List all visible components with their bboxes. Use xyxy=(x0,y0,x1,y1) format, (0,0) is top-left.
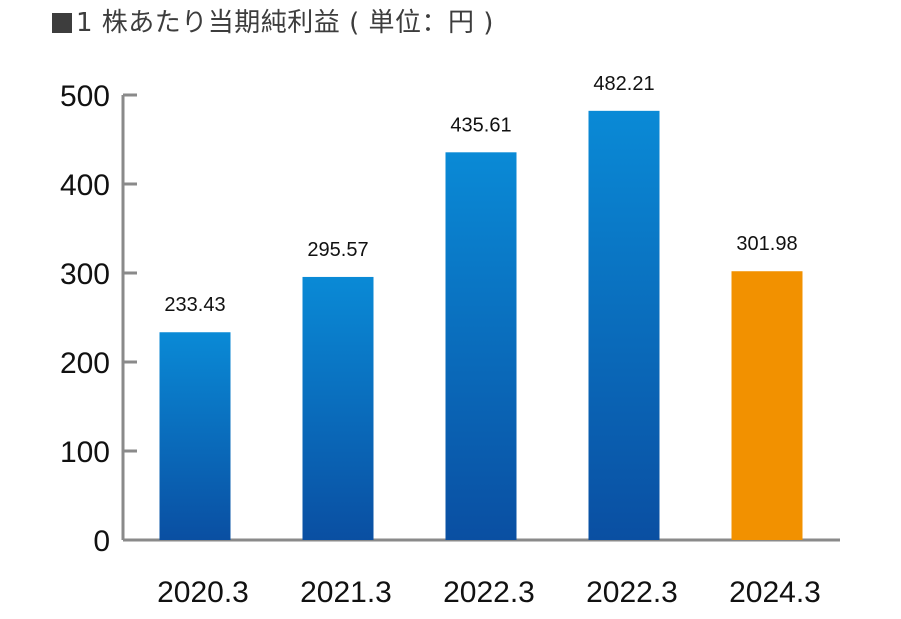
data-label: 301.98 xyxy=(736,233,797,255)
x-tick-label: 2020.3 xyxy=(157,576,249,609)
chart-title-text: 1 株あたり当期純利益 ( 単位：円 ) xyxy=(76,8,494,38)
y-tick-label: 400 xyxy=(60,169,110,202)
labels-group: 233.43 2020.3 295.57 2021.3 435.61 2022.3 482.… xyxy=(157,73,821,609)
bar xyxy=(159,332,231,540)
data-label: 295.57 xyxy=(307,239,368,261)
data-label: 435.61 xyxy=(450,114,511,136)
chart-title: 1 株あたり当期純利益 ( 単位：円 ) xyxy=(52,4,494,42)
bar xyxy=(588,110,660,540)
bar xyxy=(731,271,803,540)
bars-group xyxy=(159,110,803,540)
square-bullet-icon xyxy=(52,13,72,33)
bar xyxy=(302,276,374,540)
bar xyxy=(445,152,517,540)
y-tick-label: 500 xyxy=(60,80,110,113)
x-tick-label: 2024.3 xyxy=(729,576,821,609)
y-tick-label: 0 xyxy=(93,525,110,558)
data-label: 482.21 xyxy=(593,73,654,95)
data-label: 233.43 xyxy=(164,294,225,316)
y-tick-label: 100 xyxy=(60,436,110,469)
y-tick-label: 200 xyxy=(60,347,110,380)
x-tick-label: 2021.3 xyxy=(300,576,392,609)
y-tick-label: 300 xyxy=(60,258,110,291)
x-tick-label: 2022.3 xyxy=(443,576,535,609)
x-tick-label: 2022.3 xyxy=(586,576,678,609)
